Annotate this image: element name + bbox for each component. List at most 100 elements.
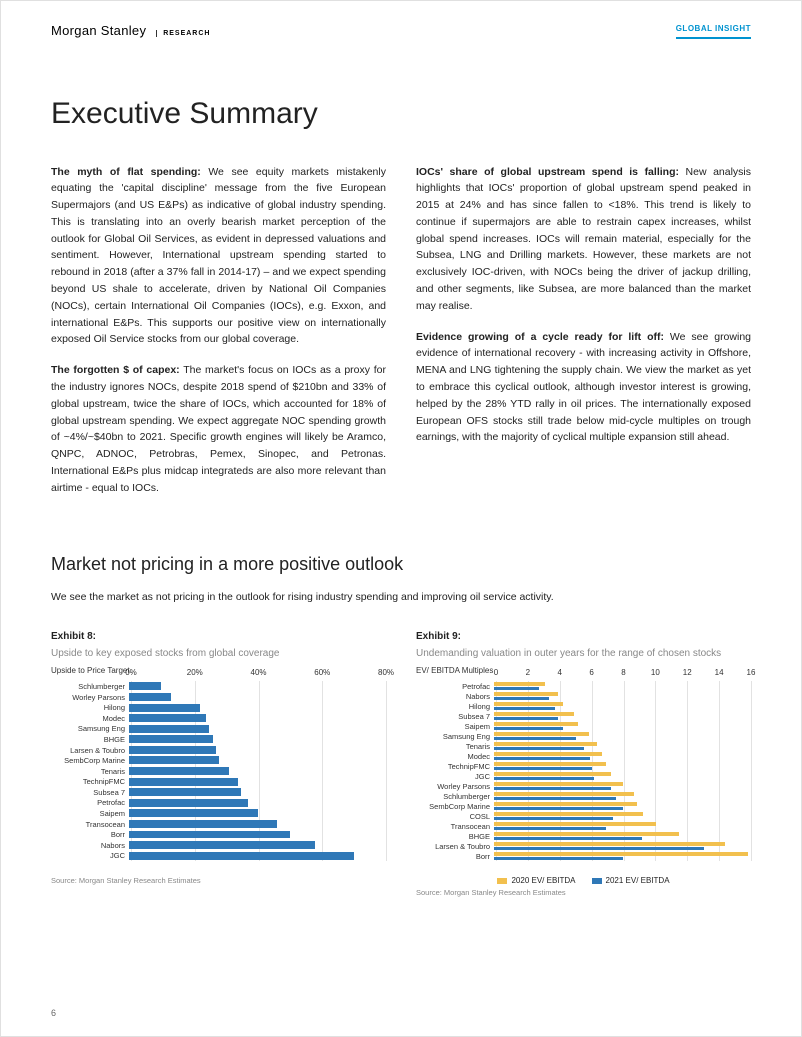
bar	[129, 746, 216, 754]
legend-2021: 2021 EV/ EBITDA	[592, 875, 670, 887]
left-para-1-body: We see equity markets mistakenly equatin…	[51, 166, 386, 346]
exhibit-9-xticks: 0246810121416	[496, 667, 751, 679]
bar-2021	[494, 697, 549, 701]
brand-block: Morgan Stanley RESEARCH	[51, 21, 210, 41]
bar-track	[494, 771, 751, 781]
bar-2020	[494, 762, 606, 766]
bar-track	[129, 819, 386, 830]
exhibit-8: Exhibit 8: Upside to key exposed stocks …	[51, 629, 386, 898]
bar-track	[494, 791, 751, 801]
bar-row: Schlumberger	[51, 681, 386, 692]
xtick: 14	[715, 667, 724, 679]
bar-track	[494, 761, 751, 771]
bar-label: Hilong	[51, 702, 129, 713]
bar	[129, 799, 248, 807]
bar-track	[129, 798, 386, 809]
right-para-1: IOCs' share of global upstream spend is …	[416, 164, 751, 315]
exhibit-9-chart: 0246810121416 PetrofacNaborsHilongSubsea…	[416, 681, 751, 871]
bar-2020	[494, 682, 545, 686]
bar-label: TechnipFMC	[51, 776, 129, 787]
bar-2021	[494, 807, 623, 811]
page-header: Morgan Stanley RESEARCH GLOBAL INSIGHT	[51, 21, 751, 41]
bar-track	[494, 821, 751, 831]
bar-2021	[494, 797, 616, 801]
bar-track	[129, 777, 386, 788]
bar-row: TechnipFMC	[51, 777, 386, 788]
bar-track	[494, 801, 751, 811]
legend-2020: 2020 EV/ EBITDA	[497, 875, 575, 887]
bar	[129, 735, 213, 743]
bar	[129, 767, 229, 775]
bar-track	[494, 751, 751, 761]
bar-label: Nabors	[51, 840, 129, 851]
bar-row: Larsen & Toubro	[51, 745, 386, 756]
bar-track	[494, 841, 751, 851]
bar-2021	[494, 687, 539, 691]
xtick: 6	[589, 667, 593, 679]
xtick: 80%	[378, 667, 394, 679]
xtick: 0	[494, 667, 498, 679]
left-para-2: The forgotten $ of capex: The market's f…	[51, 362, 386, 496]
bar-row: JGC	[51, 851, 386, 862]
bar-row: Modec	[51, 713, 386, 724]
exhibit-9: Exhibit 9: Undemanding valuation in oute…	[416, 629, 751, 898]
bar	[129, 704, 200, 712]
bar-track	[129, 724, 386, 735]
bar-row: Hilong	[51, 703, 386, 714]
xtick: 4	[558, 667, 562, 679]
bar-track	[494, 681, 751, 691]
bar-2021	[494, 727, 563, 731]
bar-2021	[494, 787, 611, 791]
bar-2020	[494, 742, 597, 746]
bar-row: Transocean	[51, 819, 386, 830]
bar	[129, 831, 290, 839]
legend-2020-label: 2020 EV/ EBITDA	[511, 876, 575, 885]
bar-track	[129, 713, 386, 724]
exhibit-9-source: Source: Morgan Stanley Research Estimate…	[416, 887, 751, 898]
section-2-text: We see the market as not pricing in the …	[51, 590, 751, 606]
bar	[129, 852, 354, 860]
bar-track	[129, 808, 386, 819]
xtick: 12	[683, 667, 692, 679]
page: Morgan Stanley RESEARCH GLOBAL INSIGHT E…	[0, 0, 802, 1037]
bar-2021	[494, 737, 576, 741]
bar-track	[129, 681, 386, 692]
bar-row: Subsea 7	[51, 787, 386, 798]
bar-track	[494, 831, 751, 841]
bar-label: Subsea 7	[51, 787, 129, 798]
bar	[129, 788, 241, 796]
bar-row: Tenaris	[51, 766, 386, 777]
bar	[129, 756, 219, 764]
bar-label: Schlumberger	[51, 681, 129, 692]
bar-2020	[494, 852, 748, 856]
right-column: IOCs' share of global upstream spend is …	[416, 164, 751, 511]
bar-2020	[494, 722, 578, 726]
bar-2020	[494, 832, 679, 836]
bar-2020	[494, 692, 558, 696]
exhibit-8-xticks: 0%20%40%60%80%	[131, 667, 386, 679]
right-para-1-lead: IOCs' share of global upstream spend is …	[416, 166, 679, 178]
bar-label: Transocean	[51, 819, 129, 830]
bar-track	[494, 811, 751, 821]
bar	[129, 682, 161, 690]
bar-row: SembCorp Marine	[51, 755, 386, 766]
bar	[129, 693, 171, 701]
bar-label: Saipem	[51, 808, 129, 819]
bar-label: Worley Parsons	[51, 692, 129, 703]
left-para-2-lead: The forgotten $ of capex:	[51, 364, 180, 376]
bar-track	[494, 731, 751, 741]
bar-track	[494, 701, 751, 711]
bar-2020	[494, 802, 637, 806]
bar-track	[494, 781, 751, 791]
bar-row: BHGE	[51, 734, 386, 745]
bar-track	[129, 840, 386, 851]
bar-row: Nabors	[51, 840, 386, 851]
bar-track	[129, 755, 386, 766]
bar-track	[494, 691, 751, 701]
bar-row: Petrofac	[51, 798, 386, 809]
global-insight-badge: GLOBAL INSIGHT	[676, 23, 751, 39]
bar-track	[494, 721, 751, 731]
bar-track	[129, 787, 386, 798]
bar	[129, 714, 206, 722]
bar-track	[129, 703, 386, 714]
